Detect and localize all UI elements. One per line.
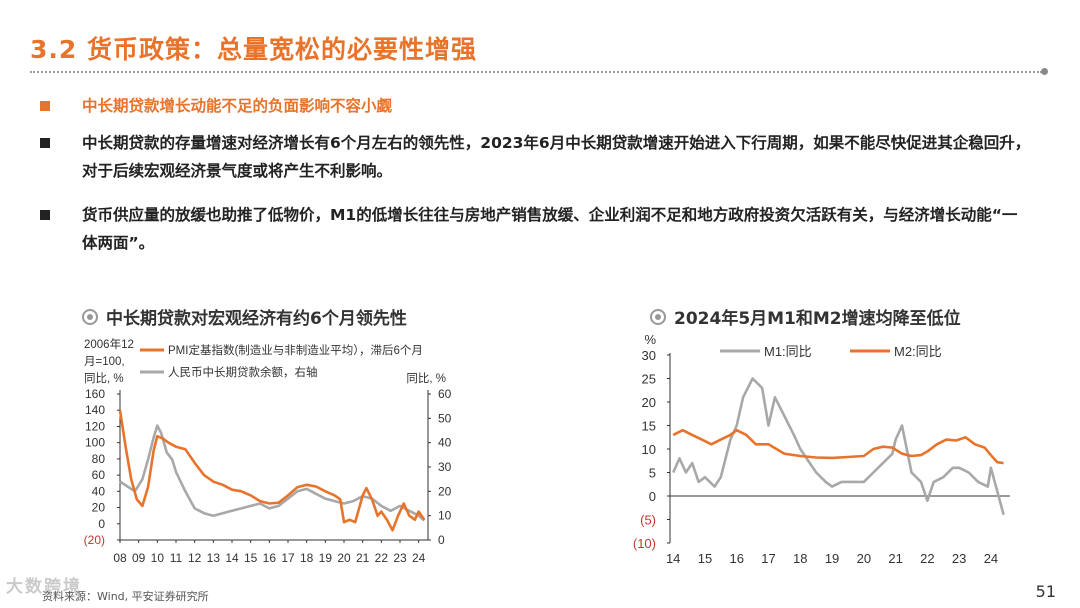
bullet-square-icon <box>40 138 50 148</box>
y-right-tick-label: 10 <box>438 509 452 523</box>
x-tick-label: 19 <box>319 551 333 565</box>
y-tick-label: 20 <box>642 395 656 410</box>
y-right-tick-label: 40 <box>438 436 452 450</box>
x-tick-label: 17 <box>281 551 295 565</box>
legend-label: M1:同比 <box>764 344 812 359</box>
bullet-3-text: 货币供应量的放缓也助推了低物价，M1的低增长往往与房地产销售放缓、企业利润不足和… <box>82 206 1018 252</box>
page-number: 51 <box>1035 582 1056 601</box>
x-tick-label: 18 <box>300 551 314 565</box>
x-tick-label: 19 <box>825 551 839 566</box>
x-tick-label: 21 <box>356 551 370 565</box>
x-tick-label: 24 <box>984 551 998 566</box>
x-tick-label: 14 <box>225 551 239 565</box>
y-tick-label: 120 <box>85 419 105 433</box>
x-tick-label: 09 <box>132 551 146 565</box>
title-divider-dot <box>1041 68 1048 75</box>
y-tick-label: 60 <box>92 468 106 482</box>
y-tick-label: (10) <box>633 536 656 551</box>
y-tick-label: 80 <box>92 452 106 466</box>
x-tick-label: 18 <box>793 551 807 566</box>
x-tick-label: 20 <box>337 551 351 565</box>
x-tick-label: 08 <box>113 551 127 565</box>
x-tick-label: 15 <box>244 551 258 565</box>
y-unit-label: % <box>644 332 656 347</box>
left-chart-title-text: 中长期贷款对宏观经济有约6个月领先性 <box>106 309 407 329</box>
left-chart-title: 中长期贷款对宏观经济有约6个月领先性 <box>82 304 407 329</box>
x-tick-label: 21 <box>888 551 902 566</box>
x-tick-label: 20 <box>857 551 871 566</box>
y-tick-label: (5) <box>640 513 656 528</box>
right-chart: % (10) (5) 0 5 10 15 20 25 30 14 15 16 17 18 19 20 21 22 2… <box>633 332 1010 566</box>
y-tick-label: 10 <box>642 442 656 457</box>
y-tick-label: 25 <box>642 372 656 387</box>
x-tick-label: 16 <box>729 551 743 566</box>
x-tick-label: 23 <box>393 551 407 565</box>
legend-label: PMI定基指数(制造业与非制造业平均），滞后6个月 <box>168 343 423 357</box>
y-tick-label: 0 <box>649 489 656 504</box>
y-tick-label: 15 <box>642 419 656 434</box>
x-tick-label: 11 <box>170 551 183 565</box>
left-axis-label: 同比, % <box>84 372 124 385</box>
x-tick-label: 16 <box>263 551 277 565</box>
y-tick-label: 40 <box>92 484 106 498</box>
series-line <box>672 428 1004 465</box>
target-icon <box>650 308 666 325</box>
left-axis-label: 月=100, <box>84 356 125 368</box>
y-tick-label: 100 <box>85 436 105 450</box>
y-tick-label: 30 <box>642 348 656 363</box>
right-axis-label: 同比, % <box>406 372 446 385</box>
bullet-1-text: 中长期贷款增长动能不足的负面影响不容小觑 <box>82 97 393 115</box>
bullet-square-icon <box>40 101 50 111</box>
bullet-2-text: 中长期贷款的存量增速对经济增长有6个月左右的领先性，2023年6月中长期贷款增速… <box>82 134 1031 180</box>
x-tick-label: 17 <box>761 551 775 566</box>
left-axis-label: 2006年12 <box>84 337 134 351</box>
y-tick-label: 20 <box>92 501 106 515</box>
series-line <box>118 410 426 532</box>
title-divider <box>30 71 1042 73</box>
y-right-tick-label: 30 <box>438 460 452 474</box>
y-tick-label: 0 <box>98 517 105 531</box>
x-tick-label: 10 <box>151 551 165 565</box>
x-tick-label: 22 <box>920 551 934 566</box>
y-right-tick-label: 50 <box>438 411 452 425</box>
y-right-tick-label: 20 <box>438 484 452 498</box>
watermark: 大数跨境 <box>6 577 82 597</box>
x-tick-label: 23 <box>952 551 966 566</box>
x-tick-label: 22 <box>375 551 389 565</box>
x-tick-label: 24 <box>412 551 426 565</box>
right-chart-title-text: 2024年5月M1和M2增速均降至低位 <box>674 309 961 329</box>
y-tick-label: 5 <box>649 466 656 481</box>
y-tick-label: 140 <box>85 403 105 417</box>
source-note: 资料来源：Wind, 平安证券研究所 <box>42 590 209 603</box>
y-tick-label: 160 <box>85 387 105 401</box>
y-right-tick-label: 60 <box>438 387 452 401</box>
x-tick-label: 15 <box>698 551 712 566</box>
page-title: 3.2 货币政策：总量宽松的必要性增强 <box>30 35 477 64</box>
right-chart-title: 2024年5月M1和M2增速均降至低位 <box>650 304 961 329</box>
y-right-tick-label: 0 <box>438 533 445 547</box>
x-tick-label: 14 <box>666 551 680 566</box>
series-line <box>672 377 1005 516</box>
y-tick-label: (20) <box>84 533 105 547</box>
legend-label: 人民币中长期贷款余额，右轴 <box>168 365 318 379</box>
x-tick-label: 12 <box>188 551 202 565</box>
legend-label: M2:同比 <box>894 344 942 359</box>
target-icon <box>82 308 98 325</box>
bullet-square-icon <box>40 210 50 220</box>
x-tick-label: 13 <box>207 551 221 565</box>
